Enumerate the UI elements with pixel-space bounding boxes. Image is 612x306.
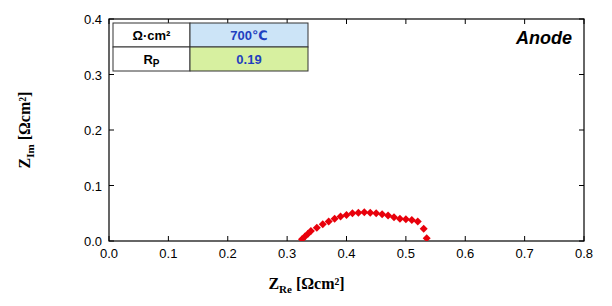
inset-table: Ω·cm² 700℃ RP 0.19 bbox=[113, 23, 308, 71]
table-row-label: RP bbox=[143, 52, 159, 69]
table-header: Ω·cm² bbox=[133, 28, 172, 43]
y-tick bbox=[109, 130, 114, 131]
data-point bbox=[372, 209, 380, 217]
x-tick bbox=[584, 19, 585, 24]
x-tick bbox=[465, 19, 466, 24]
x-tick bbox=[584, 236, 585, 241]
x-tick-label: 0.7 bbox=[516, 246, 534, 261]
y-tick-label: 0.1 bbox=[84, 179, 102, 194]
table-cell bbox=[190, 47, 308, 71]
y-tick bbox=[579, 74, 584, 75]
y-tick bbox=[109, 185, 114, 186]
annotation: Anode bbox=[515, 28, 572, 48]
x-tick bbox=[405, 19, 406, 24]
y-axis-label: ZIm [Ωcm²] bbox=[16, 92, 36, 169]
x-tick-label: 0.1 bbox=[159, 246, 177, 261]
x-tick bbox=[227, 236, 228, 241]
label-sub: Im bbox=[24, 144, 36, 157]
table-value: 0.19 bbox=[236, 52, 261, 67]
data-point bbox=[378, 210, 386, 218]
x-tick-label: 0.3 bbox=[278, 246, 296, 261]
x-tick-label: 0.8 bbox=[575, 246, 593, 261]
table-cell bbox=[113, 23, 190, 47]
x-tick-label: 0.0 bbox=[100, 246, 118, 261]
y-tick bbox=[579, 19, 584, 20]
x-tick bbox=[524, 19, 525, 24]
x-tick bbox=[346, 236, 347, 241]
data-point bbox=[414, 218, 422, 226]
x-tick bbox=[109, 236, 110, 241]
table-header: 700℃ bbox=[230, 28, 267, 43]
x-tick bbox=[109, 19, 110, 24]
y-tick-label: 0.0 bbox=[84, 234, 102, 249]
y-tick bbox=[109, 19, 114, 20]
x-tick bbox=[287, 236, 288, 241]
label-unit: [Ωcm²] bbox=[292, 275, 345, 292]
data-point bbox=[384, 211, 392, 219]
y-tick bbox=[109, 74, 114, 75]
data-point bbox=[390, 213, 398, 221]
table-cell bbox=[190, 23, 308, 47]
y-tick bbox=[579, 185, 584, 186]
data-point bbox=[343, 211, 351, 219]
y-tick bbox=[109, 241, 114, 242]
x-tick bbox=[405, 236, 406, 241]
table-cell bbox=[113, 47, 190, 71]
data-point bbox=[423, 234, 431, 241]
label-main: Z bbox=[16, 158, 33, 169]
data-point bbox=[420, 225, 428, 233]
plot-frame bbox=[109, 19, 584, 241]
x-tick bbox=[465, 236, 466, 241]
data-point bbox=[408, 216, 416, 224]
y-tick bbox=[579, 241, 584, 242]
x-axis-label: ZRe [Ωcm²] bbox=[268, 275, 344, 295]
data-group bbox=[298, 208, 431, 241]
label-main: Z bbox=[268, 275, 279, 292]
chart: 0.0 0.1 0.2 0.3 0.4 0.5 0.6 0.7 0.8 0.0 0.1 0.2 0.3 0… bbox=[0, 0, 612, 306]
y-tick-label: 0.4 bbox=[84, 12, 102, 27]
x-tick-label: 0.2 bbox=[219, 246, 237, 261]
x-tick-label: 0.6 bbox=[456, 246, 474, 261]
y-tick bbox=[579, 130, 584, 131]
y-tick-label: 0.2 bbox=[84, 123, 102, 138]
y-tick-label: 0.3 bbox=[84, 68, 102, 83]
x-tick bbox=[524, 236, 525, 241]
data-point bbox=[337, 213, 345, 221]
x-tick bbox=[168, 236, 169, 241]
label-sub: Re bbox=[279, 283, 292, 295]
x-tick-label: 0.5 bbox=[397, 246, 415, 261]
label-unit: [Ωcm²] bbox=[16, 92, 33, 145]
row-label-sub: P bbox=[153, 58, 160, 69]
x-tick-label: 0.4 bbox=[337, 246, 355, 261]
x-tick bbox=[346, 19, 347, 24]
